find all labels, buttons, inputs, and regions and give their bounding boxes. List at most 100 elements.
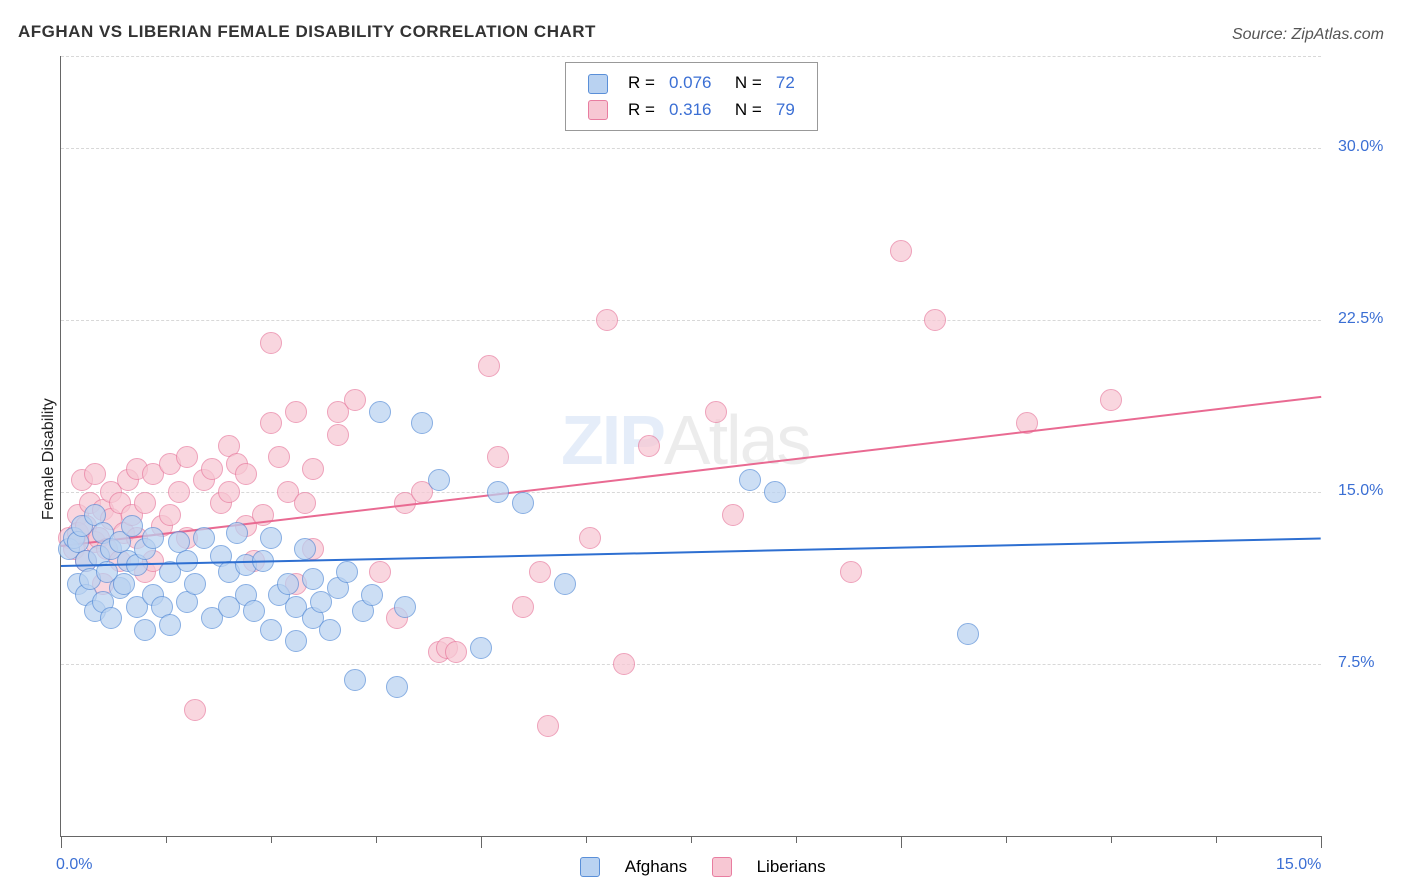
point-liberians	[159, 504, 181, 526]
point-afghans	[957, 623, 979, 645]
point-liberians	[268, 446, 290, 468]
legend-N-label: N =	[719, 71, 767, 96]
point-afghans	[294, 538, 316, 560]
point-afghans	[336, 561, 358, 583]
grid-line	[61, 320, 1321, 321]
point-liberians	[512, 596, 534, 618]
swatch-liberians	[712, 857, 732, 877]
point-afghans	[470, 637, 492, 659]
point-liberians	[529, 561, 551, 583]
point-afghans	[134, 619, 156, 641]
point-liberians	[579, 527, 601, 549]
legend-stats-row: R = 0.316 N = 79	[582, 98, 801, 123]
point-afghans	[260, 527, 282, 549]
point-liberians	[344, 389, 366, 411]
legend-R-liberians: 0.316	[663, 98, 718, 123]
point-liberians	[84, 463, 106, 485]
point-afghans	[113, 573, 135, 595]
point-afghans	[226, 522, 248, 544]
point-afghans	[739, 469, 761, 491]
point-afghans	[302, 568, 324, 590]
legend-R-afghans: 0.076	[663, 71, 718, 96]
y-tick-label: 7.5%	[1338, 654, 1374, 672]
swatch-liberians	[588, 100, 608, 120]
x-tick	[376, 836, 377, 843]
x-tick	[586, 836, 587, 843]
x-tick	[1321, 836, 1322, 848]
point-afghans	[184, 573, 206, 595]
x-tick	[901, 836, 902, 848]
legend-stats: R = 0.076 N = 72 R = 0.316 N = 79	[565, 62, 818, 131]
point-afghans	[159, 614, 181, 636]
chart-title: AFGHAN VS LIBERIAN FEMALE DISABILITY COR…	[18, 22, 596, 42]
y-tick-label: 30.0%	[1338, 138, 1383, 156]
point-afghans	[277, 573, 299, 595]
point-afghans	[176, 550, 198, 572]
point-liberians	[294, 492, 316, 514]
point-liberians	[285, 401, 307, 423]
legend-N-label: N =	[719, 98, 767, 123]
point-liberians	[369, 561, 391, 583]
point-afghans	[394, 596, 416, 618]
point-liberians	[638, 435, 660, 457]
x-tick	[1216, 836, 1217, 843]
grid-line	[61, 148, 1321, 149]
x-tick-label: 0.0%	[56, 856, 92, 874]
point-afghans	[319, 619, 341, 641]
legend-N-liberians: 79	[770, 98, 801, 123]
point-afghans	[764, 481, 786, 503]
point-liberians	[176, 446, 198, 468]
legend-stats-row: R = 0.076 N = 72	[582, 71, 801, 96]
point-liberians	[596, 309, 618, 331]
legend-series: Afghans Liberians	[570, 856, 836, 877]
x-tick	[1111, 836, 1112, 843]
y-tick-label: 22.5%	[1338, 310, 1383, 328]
point-afghans	[369, 401, 391, 423]
point-liberians	[613, 653, 635, 675]
point-afghans	[361, 584, 383, 606]
point-liberians	[722, 504, 744, 526]
plot-area: ZIPAtlas	[60, 56, 1321, 837]
x-tick	[691, 836, 692, 843]
point-afghans	[386, 676, 408, 698]
point-liberians	[235, 463, 257, 485]
point-afghans	[193, 527, 215, 549]
point-afghans	[142, 527, 164, 549]
point-liberians	[487, 446, 509, 468]
point-afghans	[260, 619, 282, 641]
x-tick	[271, 836, 272, 843]
point-afghans	[512, 492, 534, 514]
point-liberians	[890, 240, 912, 262]
watermark: ZIPAtlas	[561, 400, 810, 480]
x-tick	[166, 836, 167, 843]
grid-line	[61, 56, 1321, 57]
point-liberians	[1100, 389, 1122, 411]
point-liberians	[327, 424, 349, 446]
point-afghans	[285, 630, 307, 652]
watermark-atlas: Atlas	[664, 401, 810, 479]
x-tick	[796, 836, 797, 843]
y-tick-label: 15.0%	[1338, 482, 1383, 500]
point-liberians	[218, 481, 240, 503]
point-afghans	[100, 607, 122, 629]
grid-line	[61, 664, 1321, 665]
point-liberians	[260, 412, 282, 434]
x-tick	[61, 836, 62, 848]
point-liberians	[260, 332, 282, 354]
point-liberians	[537, 715, 559, 737]
legend-R-label: R =	[622, 98, 661, 123]
point-liberians	[705, 401, 727, 423]
point-liberians	[840, 561, 862, 583]
point-afghans	[411, 412, 433, 434]
point-liberians	[201, 458, 223, 480]
x-tick	[1006, 836, 1007, 843]
point-afghans	[243, 600, 265, 622]
x-tick	[481, 836, 482, 848]
source-label: Source: ZipAtlas.com	[1232, 26, 1384, 44]
legend-R-label: R =	[622, 71, 661, 96]
point-liberians	[168, 481, 190, 503]
legend-label-afghans: Afghans	[625, 857, 687, 876]
point-afghans	[487, 481, 509, 503]
point-liberians	[924, 309, 946, 331]
point-liberians	[184, 699, 206, 721]
